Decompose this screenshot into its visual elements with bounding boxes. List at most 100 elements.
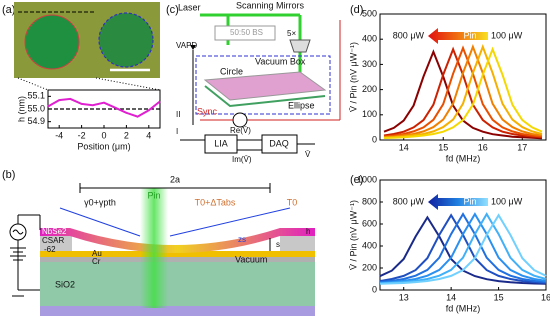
label-switch-2: II [176, 110, 180, 119]
zoom-line [17, 77, 49, 91]
flake [40, 228, 315, 253]
annotation-left: 800 μW [393, 30, 425, 40]
data-line [47, 97, 161, 118]
sample [203, 71, 327, 101]
label-switch-1: I [176, 127, 178, 136]
y-axis-label: V̄ / Pin (nV μW⁻¹) [348, 42, 358, 112]
label-ellipse: Ellipse [288, 100, 315, 110]
label-gold: Au [92, 249, 102, 258]
x-tick-label: -4 [55, 130, 63, 140]
y-tick-label: 55.1 [27, 91, 45, 101]
panel-label: (c) [166, 4, 179, 16]
resist [40, 234, 72, 251]
schematic-c: Laser Scanning Mirrors VAPD 50:50 BS 5× … [176, 0, 341, 164]
power-arrow [428, 194, 488, 210]
y-tick-label: 600 [362, 218, 377, 228]
data-line [379, 215, 547, 285]
panel-label: (a) [2, 4, 15, 16]
label-daq: DAQ [269, 138, 289, 148]
y-tick-label: 54.9 [27, 116, 45, 126]
x-axis-label: fd (MHz) [446, 303, 481, 313]
label-power: Pin [147, 190, 160, 200]
zoom-line [95, 77, 161, 91]
ac-symbol [12, 229, 24, 235]
y-tick-label: 55.0 [27, 103, 45, 113]
label-circle: Circle [220, 66, 243, 76]
x-tick-label: 2 [124, 130, 129, 140]
substrate-bottom [40, 306, 315, 316]
data-line [383, 45, 543, 138]
label-cr: Cr [92, 257, 101, 266]
y-tick-label: 400 [362, 34, 377, 44]
plot-frame [379, 13, 547, 141]
label-lia: LIA [214, 138, 228, 148]
y-tick-label: 1000 [357, 174, 377, 184]
label-resist: CSAR [42, 236, 64, 245]
lia-box [204, 134, 238, 154]
x-tick-label: 15 [494, 292, 504, 302]
y-tick-label: 100 [362, 109, 377, 119]
data-line [379, 212, 547, 283]
micrograph [14, 2, 161, 91]
panel-label: (d) [350, 4, 363, 16]
y-tick-label: 800 [362, 196, 377, 206]
y-tick-label: 300 [362, 59, 377, 69]
data-line [383, 43, 543, 139]
x-tick-label: 0 [101, 130, 106, 140]
label-objective: 5× [287, 29, 296, 38]
resist [280, 234, 315, 251]
x-tick-label: 14 [446, 292, 456, 302]
y-tick-label: 200 [362, 84, 377, 94]
vacuum-box [195, 55, 331, 115]
panel-label: (e) [350, 174, 363, 186]
plot-frame [379, 179, 547, 291]
label-substrate: SiO2 [55, 279, 75, 289]
sample-edge [204, 85, 326, 108]
substrate [40, 262, 315, 306]
x-tick-label: 14 [399, 142, 409, 152]
x-tick-label: 16 [478, 142, 488, 152]
data-line [379, 212, 547, 285]
label-temp-edge: T0 [287, 197, 298, 207]
label-gamma: γ0+γpth [84, 197, 116, 207]
label-sync: Sync [197, 106, 218, 116]
label-temp-center: T0+ΔTabs [195, 197, 236, 207]
label-box: Vacuum Box [255, 56, 306, 66]
schematic-b: 2a Pin γ0+γpth T0+ΔTabs T0 NbSe2 h zs s … [9, 174, 315, 316]
label-resist-number: -62 [44, 245, 56, 254]
au-layer [40, 251, 315, 257]
annotation-middle: Pin [463, 196, 476, 206]
label-mirrors: Scanning Mirrors [236, 0, 305, 10]
y-tick-label: 400 [362, 240, 377, 250]
label-width: 2a [170, 174, 180, 184]
label-signal: V̄ [305, 150, 311, 159]
x-tick-label: 16 [541, 292, 550, 302]
x-tick-label: 15 [438, 142, 448, 152]
label-flake: NbSe2 [42, 227, 67, 236]
y-tick-label: 0 [372, 284, 377, 294]
x-axis-label: fd (MHz) [446, 153, 481, 163]
heat-arrow [169, 207, 291, 237]
label-laser: Laser [178, 2, 201, 12]
label-splitter: 50:50 BS [230, 28, 263, 37]
annotation-right: 100 μW [491, 30, 523, 40]
label-real: Re(V̄) [230, 126, 251, 135]
y-tick-label: 500 [362, 8, 377, 18]
objective [289, 39, 311, 53]
y-tick-label: 0 [372, 134, 377, 144]
y-tick-label: 200 [362, 262, 377, 272]
source [232, 112, 248, 128]
heat-arrow [59, 207, 141, 237]
x-axis-label: Position (μm) [77, 141, 130, 151]
data-line [383, 43, 543, 139]
data-line [379, 213, 547, 285]
annotation-left: 800 μW [393, 196, 425, 206]
ellipse-drum [98, 12, 154, 68]
label-height: h [306, 227, 310, 236]
annotation-right: 100 μW [491, 196, 523, 206]
x-tick-label: 13 [399, 292, 409, 302]
label-gap: s [276, 240, 280, 249]
splitter [214, 25, 276, 41]
